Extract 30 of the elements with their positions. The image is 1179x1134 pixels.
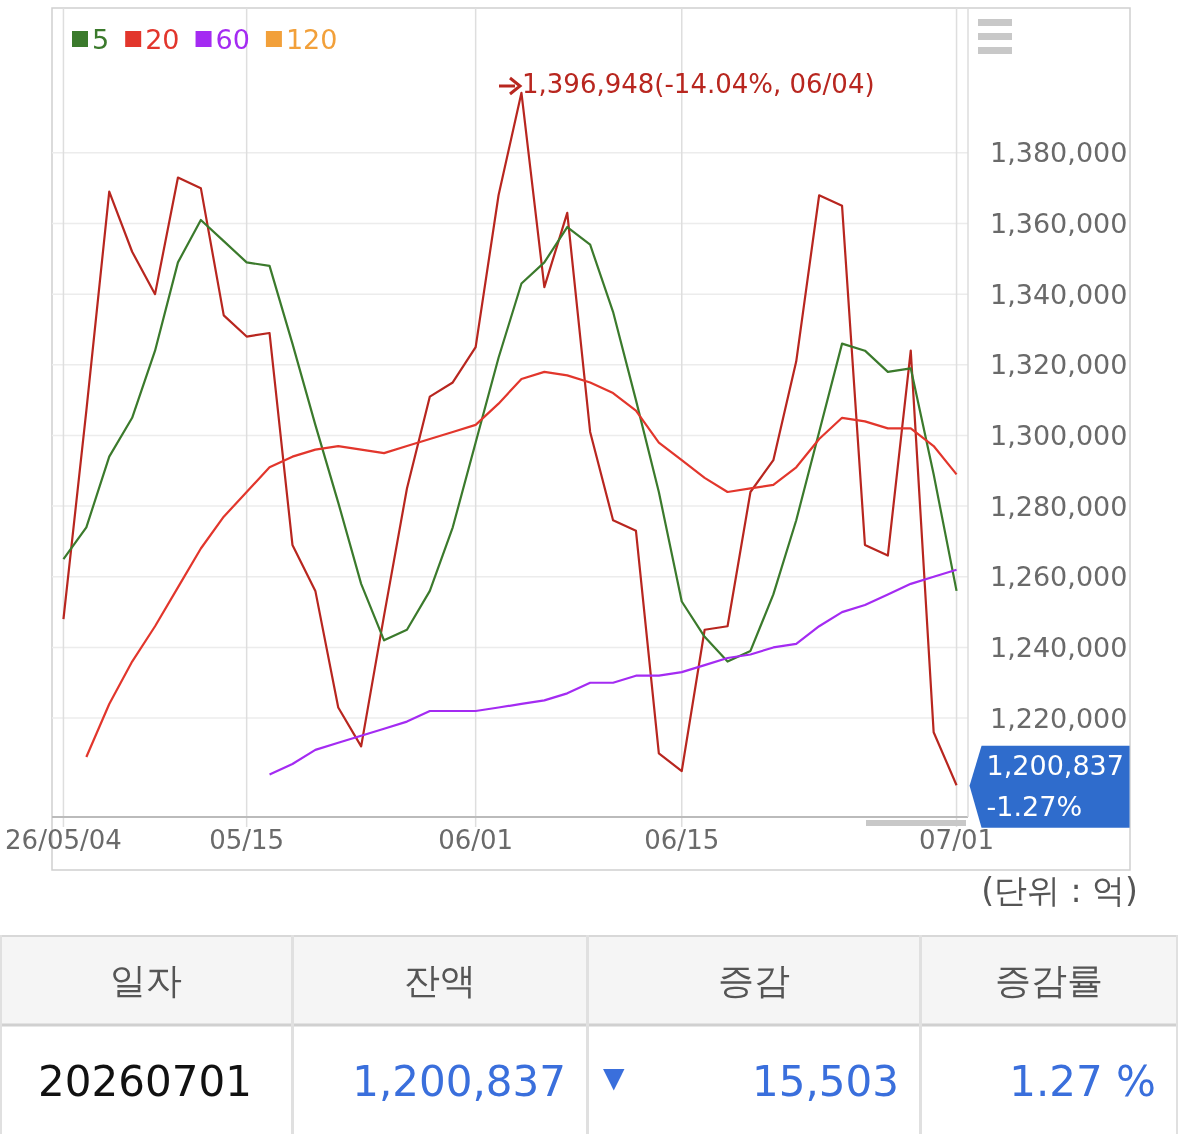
y-tick-label: 1,300,000 xyxy=(990,419,1128,451)
text: 잔액 xyxy=(403,959,476,1001)
text: 20260701 xyxy=(38,1056,252,1106)
text: 1.27 % xyxy=(1009,1056,1156,1106)
text: 일자 xyxy=(110,959,182,1001)
y-tick-label: 1,360,000 xyxy=(990,208,1128,239)
x-tick-label: 26/05/04 xyxy=(5,825,122,855)
x-tick-label: 06/01 xyxy=(438,825,514,855)
legend-label: 5 xyxy=(92,23,110,55)
y-tick-label: 1,260,000 xyxy=(990,561,1128,593)
y-tick-label: 1,280,000 xyxy=(990,490,1128,522)
annotation: 1,200,837 -1.27% xyxy=(986,750,1124,823)
text: 15,503 xyxy=(752,1056,899,1106)
annotation: 1,396,948(-14.04%, 06/04) xyxy=(522,69,875,99)
legend-label: 60 xyxy=(215,23,250,55)
text: ▼ xyxy=(603,1060,625,1094)
y-tick-label: 1,240,000 xyxy=(990,631,1128,663)
y-tick-label: 1,220,000 xyxy=(990,702,1128,734)
x-tick-label: 06/15 xyxy=(644,825,720,855)
legend-label: 120 xyxy=(285,23,338,55)
legend-label: 20 xyxy=(145,23,180,55)
x-tick-label: 07/01 xyxy=(919,825,995,855)
y-tick-label: 1,380,000 xyxy=(990,137,1128,169)
text: (단위 : 억) xyxy=(981,870,1138,910)
x-tick-label: 05/15 xyxy=(209,825,285,855)
text: 증감 xyxy=(717,959,790,1001)
y-tick-label: 1,340,000 xyxy=(990,278,1128,310)
text: 1,200,837 xyxy=(352,1056,566,1106)
y-tick-label: 1,320,000 xyxy=(990,349,1128,381)
text: 증감률 xyxy=(994,959,1103,1001)
